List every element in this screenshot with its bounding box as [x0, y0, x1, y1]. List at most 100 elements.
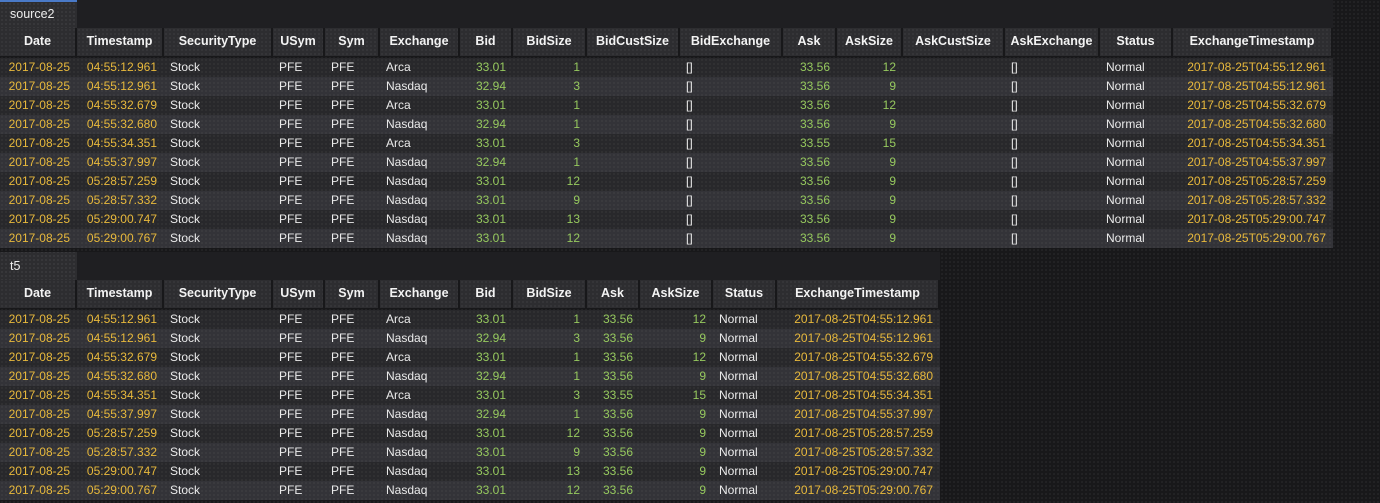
cell-bid[interactable]: 33.01: [475, 445, 506, 459]
cell-securitytype[interactable]: Stock: [170, 212, 201, 226]
cell-asksize[interactable]: 9: [889, 155, 896, 169]
column-header-sym[interactable]: Sym: [325, 280, 380, 308]
cell-bidcustsize[interactable]: [587, 115, 680, 134]
cell-askcustsize[interactable]: [903, 134, 1005, 153]
cell-ask[interactable]: 33.56: [602, 350, 633, 364]
cell-exchangetimestamp[interactable]: 2017-08-25T04:55:32.680: [794, 369, 933, 383]
column-header-timestamp[interactable]: Timestamp: [77, 280, 164, 308]
cell-bid[interactable]: 33.01: [475, 212, 506, 226]
cell-status[interactable]: Normal: [719, 312, 758, 326]
cell-exchangetimestamp[interactable]: 2017-08-25T05:29:00.767: [1187, 231, 1326, 245]
column-header-exchange[interactable]: Exchange: [380, 28, 460, 56]
cell-askcustsize[interactable]: [903, 153, 1005, 172]
cell-bidsize[interactable]: 13: [566, 212, 580, 226]
cell-sym[interactable]: PFE: [331, 407, 355, 421]
cell-ask[interactable]: 33.56: [799, 174, 830, 188]
table-row[interactable]: 2017-08-25 05:28:57.332 Stock PFE PFE Nasdaq 3…: [0, 191, 1333, 210]
cell-asksize[interactable]: 9: [889, 117, 896, 131]
column-header-date[interactable]: Date: [0, 28, 77, 56]
cell-date[interactable]: 2017-08-25: [8, 445, 70, 459]
column-header-status[interactable]: Status: [713, 280, 777, 308]
cell-securitytype[interactable]: Stock: [170, 155, 201, 169]
cell-securitytype[interactable]: Stock: [170, 483, 201, 497]
cell-bidsize[interactable]: 3: [573, 331, 580, 345]
cell-exchange[interactable]: Arca: [386, 98, 411, 112]
cell-date[interactable]: 2017-08-25: [8, 136, 70, 150]
column-header-securitytype[interactable]: SecurityType: [164, 28, 273, 56]
cell-sym[interactable]: PFE: [331, 231, 355, 245]
cell-asksize[interactable]: 9: [889, 212, 896, 226]
cell-bidsize[interactable]: 1: [573, 117, 580, 131]
column-header-bid[interactable]: Bid: [460, 28, 513, 56]
cell-exchangetimestamp[interactable]: 2017-08-25T05:29:00.747: [794, 464, 933, 478]
cell-date[interactable]: 2017-08-25: [8, 212, 70, 226]
cell-exchange[interactable]: Nasdaq: [386, 79, 428, 93]
table-row[interactable]: 2017-08-25 04:55:32.680 Stock PFE PFE Nasdaq 3…: [0, 367, 940, 386]
cell-sym[interactable]: PFE: [331, 174, 355, 188]
cell-askexchange[interactable]: []: [1011, 174, 1018, 188]
cell-asksize[interactable]: 9: [889, 231, 896, 245]
cell-bid[interactable]: 33.01: [475, 231, 506, 245]
table-row[interactable]: 2017-08-25 04:55:32.680 Stock PFE PFE Nasdaq 3…: [0, 115, 1333, 134]
cell-usym[interactable]: PFE: [279, 174, 303, 188]
cell-status[interactable]: Normal: [1106, 231, 1145, 245]
cell-timestamp[interactable]: 05:29:00.767: [86, 231, 157, 245]
cell-exchangetimestamp[interactable]: 2017-08-25T04:55:34.351: [794, 388, 933, 402]
cell-bidsize[interactable]: 3: [573, 136, 580, 150]
cell-timestamp[interactable]: 04:55:34.351: [86, 388, 157, 402]
cell-bidsize[interactable]: 12: [566, 231, 580, 245]
cell-ask[interactable]: 33.55: [799, 136, 830, 150]
cell-bidexchange[interactable]: []: [686, 136, 693, 150]
column-header-ask[interactable]: Ask: [587, 280, 640, 308]
cell-usym[interactable]: PFE: [279, 117, 303, 131]
cell-bid[interactable]: 33.01: [475, 136, 506, 150]
column-header-askcustsize[interactable]: AskCustSize: [903, 28, 1005, 56]
cell-date[interactable]: 2017-08-25: [8, 331, 70, 345]
cell-status[interactable]: Normal: [719, 388, 758, 402]
cell-bidexchange[interactable]: []: [686, 79, 693, 93]
cell-sym[interactable]: PFE: [331, 483, 355, 497]
cell-exchange[interactable]: Nasdaq: [386, 464, 428, 478]
cell-timestamp[interactable]: 05:28:57.332: [86, 445, 157, 459]
cell-usym[interactable]: PFE: [279, 331, 303, 345]
cell-askexchange[interactable]: []: [1011, 193, 1018, 207]
cell-sym[interactable]: PFE: [331, 60, 355, 74]
cell-exchangetimestamp[interactable]: 2017-08-25T04:55:32.680: [1187, 117, 1326, 131]
cell-askexchange[interactable]: []: [1011, 98, 1018, 112]
cell-usym[interactable]: PFE: [279, 483, 303, 497]
cell-exchangetimestamp[interactable]: 2017-08-25T04:55:34.351: [1187, 136, 1326, 150]
cell-date[interactable]: 2017-08-25: [8, 79, 70, 93]
column-header-exchange[interactable]: Exchange: [380, 280, 460, 308]
table-row[interactable]: 2017-08-25 05:29:00.747 Stock PFE PFE Nasdaq 3…: [0, 210, 1333, 229]
cell-timestamp[interactable]: 04:55:32.679: [86, 98, 157, 112]
cell-bidsize[interactable]: 1: [573, 155, 580, 169]
table-row[interactable]: 2017-08-25 04:55:12.961 Stock PFE PFE Arca 33.…: [0, 58, 1333, 77]
cell-securitytype[interactable]: Stock: [170, 60, 201, 74]
cell-usym[interactable]: PFE: [279, 464, 303, 478]
cell-exchangetimestamp[interactable]: 2017-08-25T05:28:57.332: [794, 445, 933, 459]
cell-bidsize[interactable]: 13: [566, 464, 580, 478]
cell-askexchange[interactable]: []: [1011, 60, 1018, 74]
cell-date[interactable]: 2017-08-25: [8, 388, 70, 402]
cell-sym[interactable]: PFE: [331, 445, 355, 459]
cell-exchange[interactable]: Nasdaq: [386, 231, 428, 245]
tab-t5[interactable]: t5: [0, 252, 77, 280]
cell-asksize[interactable]: 9: [889, 174, 896, 188]
cell-bidcustsize[interactable]: [587, 58, 680, 77]
cell-asksize[interactable]: 9: [699, 407, 706, 421]
cell-ask[interactable]: 33.56: [602, 464, 633, 478]
cell-asksize[interactable]: 12: [882, 60, 896, 74]
table-row[interactable]: 2017-08-25 04:55:34.351 Stock PFE PFE Arca 33.…: [0, 386, 940, 405]
cell-askexchange[interactable]: []: [1011, 155, 1018, 169]
cell-asksize[interactable]: 9: [699, 331, 706, 345]
cell-exchange[interactable]: Arca: [386, 136, 411, 150]
cell-timestamp[interactable]: 04:55:32.679: [86, 350, 157, 364]
cell-status[interactable]: Normal: [719, 426, 758, 440]
cell-status[interactable]: Normal: [1106, 174, 1145, 188]
table-row[interactable]: 2017-08-25 04:55:32.679 Stock PFE PFE Arca 33.…: [0, 96, 1333, 115]
cell-securitytype[interactable]: Stock: [170, 407, 201, 421]
cell-bidsize[interactable]: 12: [566, 483, 580, 497]
cell-ask[interactable]: 33.56: [602, 312, 633, 326]
cell-bid[interactable]: 33.01: [475, 350, 506, 364]
column-header-bid[interactable]: Bid: [460, 280, 513, 308]
